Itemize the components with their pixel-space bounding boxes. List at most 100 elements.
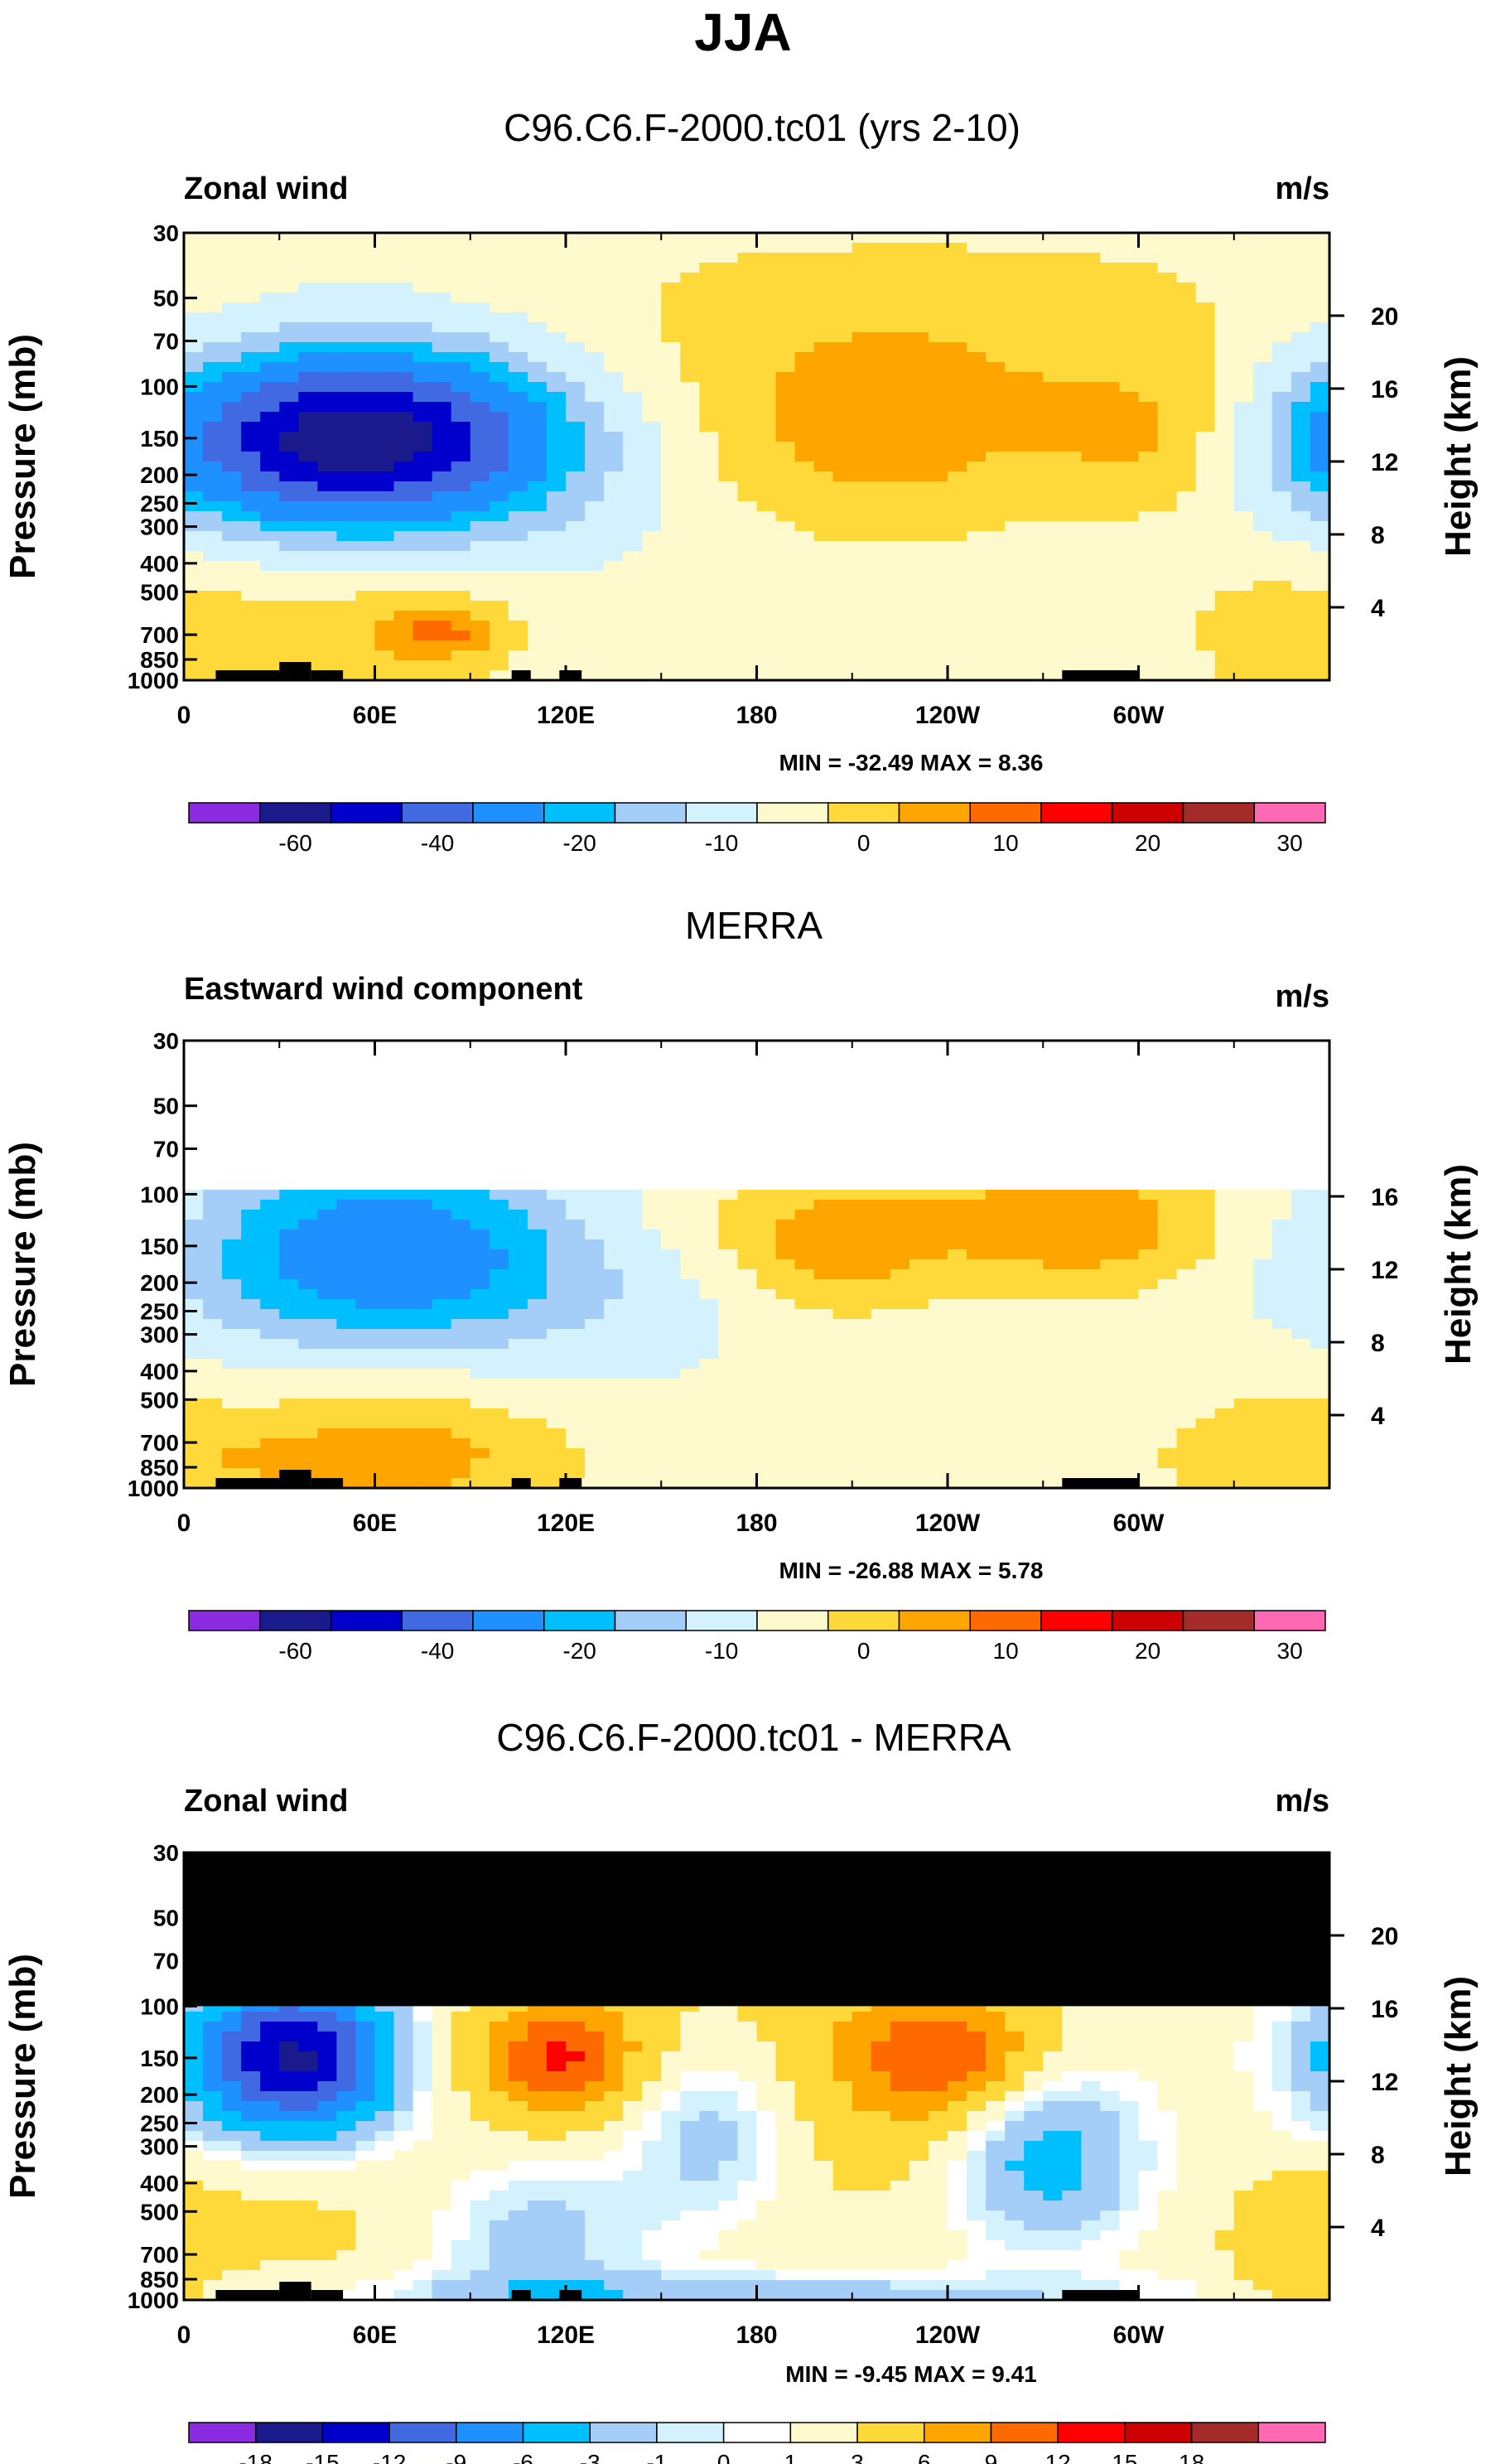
field-cell [393, 1389, 414, 1399]
field-cell [1252, 1230, 1273, 1240]
field-cell [604, 561, 624, 572]
field-cell [775, 432, 796, 442]
field-cell [1252, 412, 1273, 423]
field-cell [508, 1408, 528, 1419]
field-cell [546, 1319, 567, 1330]
field-cell [794, 1428, 815, 1439]
field-cell [413, 233, 433, 244]
field-cell [1100, 342, 1121, 353]
field-cell [1081, 1249, 1101, 1260]
field-cell [852, 1230, 872, 1240]
field-cell [336, 1359, 357, 1370]
field-cell [241, 273, 261, 283]
field-cell [393, 1418, 414, 1429]
field-cell [260, 1200, 280, 1210]
field-cell [1214, 1259, 1235, 1270]
field-cell [604, 1448, 624, 1459]
field-cell [241, 1220, 261, 1230]
field-cell [661, 1200, 681, 1210]
field-cell [623, 412, 643, 423]
field-cell [432, 1379, 452, 1389]
y-tick-label: 70 [153, 328, 179, 354]
field-cell [508, 1458, 528, 1469]
field-cell [222, 531, 242, 542]
field-cell [623, 1418, 643, 1429]
field-cell [413, 1279, 433, 1290]
field-cell [737, 601, 758, 611]
field-cell [527, 531, 548, 542]
field-cell [1062, 571, 1082, 582]
field-cell [852, 1309, 872, 1320]
field-cell [1043, 1239, 1063, 1250]
field-cell [756, 1279, 777, 1290]
field-cell [680, 402, 700, 413]
field-cell [967, 292, 987, 303]
field-cell [1062, 402, 1082, 413]
field-cell [413, 670, 433, 680]
field-cell [1233, 660, 1254, 671]
field-cell [470, 1279, 490, 1290]
field-cell [451, 551, 471, 562]
field-cell [1119, 1339, 1140, 1350]
field-cell [1138, 1329, 1159, 1340]
field-cell [661, 1299, 681, 1310]
field-cell [585, 382, 605, 393]
field-cell [1081, 1299, 1101, 1310]
field-cell [1081, 1279, 1101, 1290]
field-cell [756, 1478, 777, 1488]
field-cell [451, 531, 471, 542]
field-cell [336, 1458, 357, 1469]
field-cell [566, 571, 586, 582]
y-tick-label: 850 [140, 647, 179, 673]
field-cell [775, 412, 796, 423]
field-cell [432, 233, 452, 244]
field-cell [1310, 322, 1329, 333]
field-cell [967, 312, 987, 323]
field-cell [1157, 322, 1178, 333]
field-cell [928, 1269, 948, 1280]
field-cell [489, 1458, 509, 1469]
field-cell [203, 292, 223, 303]
field-cell [184, 621, 204, 631]
field-cell [852, 402, 872, 413]
field-cell [470, 352, 490, 363]
field-cell [871, 302, 891, 313]
field-cell [527, 392, 548, 403]
field-cell [1252, 1239, 1273, 1250]
field-cell [832, 1289, 853, 1300]
field-cell [756, 531, 777, 542]
field-cell [794, 352, 815, 363]
field-cell [203, 1249, 223, 1260]
field-cell [413, 1349, 433, 1360]
field-cell [1062, 382, 1082, 393]
field-cell [355, 1289, 376, 1300]
field-cell [1176, 650, 1197, 661]
field-cell [298, 1389, 318, 1399]
field-cell [604, 1418, 624, 1429]
field-cell [604, 422, 624, 432]
field-cell [1138, 1389, 1159, 1399]
field-cell [355, 263, 376, 273]
field-cell [336, 1239, 357, 1250]
field-cell [661, 1408, 681, 1419]
field-cell [432, 1359, 452, 1370]
field-cell [393, 292, 414, 303]
y-tick-label: 50 [153, 1094, 179, 1119]
field-cell [546, 342, 567, 353]
field-cell [279, 402, 299, 413]
field-cell [604, 461, 624, 472]
field-cell [317, 1369, 337, 1379]
field-cell [967, 1369, 987, 1379]
field-cell [1157, 601, 1178, 611]
field-cell [1157, 1319, 1178, 1330]
field-cell [1252, 382, 1273, 393]
field-cell [928, 1379, 948, 1389]
field-cell [737, 342, 758, 353]
field-cell [1291, 1399, 1311, 1409]
field-cell [566, 1210, 586, 1220]
field-cell [909, 1349, 929, 1360]
field-cell [737, 640, 758, 651]
field-cell [432, 621, 452, 631]
field-cell [737, 283, 758, 293]
field-cell [832, 1239, 853, 1250]
